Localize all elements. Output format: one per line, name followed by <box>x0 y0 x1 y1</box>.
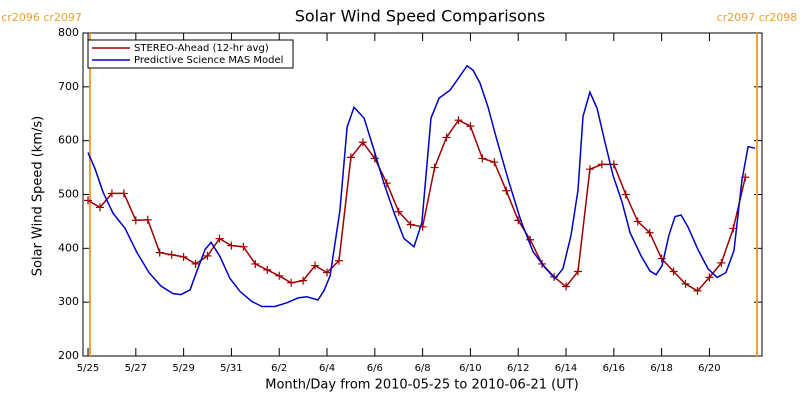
data-point <box>621 190 630 199</box>
data-point <box>155 248 164 257</box>
y-tick-label: 800 <box>58 26 79 39</box>
series-line <box>87 119 747 292</box>
data-point <box>346 153 355 162</box>
x-tick-label: 6/2 <box>271 363 287 374</box>
y-tick-label: 300 <box>58 295 79 308</box>
data-point <box>215 234 224 243</box>
x-tick-label: 6/8 <box>415 363 431 374</box>
data-point <box>143 215 152 224</box>
legend-box <box>87 39 294 69</box>
data-point <box>263 265 272 274</box>
data-point <box>334 256 343 265</box>
data-point <box>645 228 654 237</box>
data-point <box>251 259 260 268</box>
x-tick-label: 6/10 <box>459 363 481 374</box>
x-tick-label: 5/31 <box>220 363 242 374</box>
x-tick-label: 6/4 <box>319 363 335 374</box>
x-tick-label: 5/25 <box>77 363 99 374</box>
legend-label: Predictive Science MAS Model <box>134 55 283 66</box>
data-point <box>131 216 140 225</box>
x-tick-label: 6/16 <box>603 363 625 374</box>
data-point <box>287 278 296 287</box>
series-line <box>87 64 756 308</box>
data-point <box>311 261 320 270</box>
data-point <box>95 203 104 212</box>
y-tick-label: 500 <box>58 188 79 201</box>
data-point <box>299 276 308 285</box>
x-tick-label: 6/14 <box>555 363 577 374</box>
data-point <box>585 165 594 174</box>
data-point <box>454 116 463 125</box>
data-point <box>669 267 678 276</box>
x-tick-label: 6/6 <box>367 363 383 374</box>
data-point <box>478 154 487 163</box>
data-point <box>597 160 606 169</box>
x-axis-title: Month/Day from 2010-05-25 to 2010-06-21 … <box>265 378 578 393</box>
y-tick-label: 600 <box>58 134 79 147</box>
data-point <box>562 282 571 291</box>
data-point <box>705 273 714 282</box>
x-tick-label: 6/18 <box>650 363 672 374</box>
data-point <box>179 252 188 261</box>
data-point <box>717 258 726 267</box>
x-tick-label: 5/27 <box>125 363 147 374</box>
y-tick-label: 200 <box>58 349 79 362</box>
data-point <box>466 122 475 131</box>
data-point <box>609 160 618 169</box>
y-axis-title: Solar Wind Speed (km/s) <box>31 116 46 276</box>
data-point <box>191 259 200 268</box>
data-point <box>203 251 212 260</box>
data-point <box>84 196 93 205</box>
data-point <box>275 271 284 280</box>
data-point <box>573 267 582 276</box>
data-point <box>693 286 702 295</box>
data-point <box>370 154 379 163</box>
data-point <box>442 133 451 142</box>
data-point <box>239 242 248 251</box>
y-tick-label: 700 <box>58 80 79 93</box>
data-point <box>681 279 690 288</box>
data-point <box>107 189 116 198</box>
x-tick-label: 6/12 <box>507 363 529 374</box>
data-point <box>633 217 642 226</box>
chart-title: Solar Wind Speed Comparisons <box>295 7 546 26</box>
x-tick-label: 6/20 <box>698 363 720 374</box>
data-point <box>394 207 403 216</box>
x-tick-label: 5/29 <box>172 363 194 374</box>
data-point <box>119 189 128 198</box>
data-point <box>323 268 332 277</box>
carrington-label: cr2096 cr2097 <box>1 11 82 24</box>
data-point <box>406 220 415 229</box>
data-point <box>430 163 439 172</box>
legend-label: STEREO-Ahead (12-hr avg) <box>134 43 269 54</box>
data-point <box>502 186 511 195</box>
data-point <box>490 158 499 167</box>
carrington-label: cr2097 cr2098 <box>717 11 798 24</box>
data-point <box>227 241 236 250</box>
data-point <box>167 250 176 259</box>
y-tick-label: 400 <box>58 241 79 254</box>
data-point <box>358 138 367 147</box>
